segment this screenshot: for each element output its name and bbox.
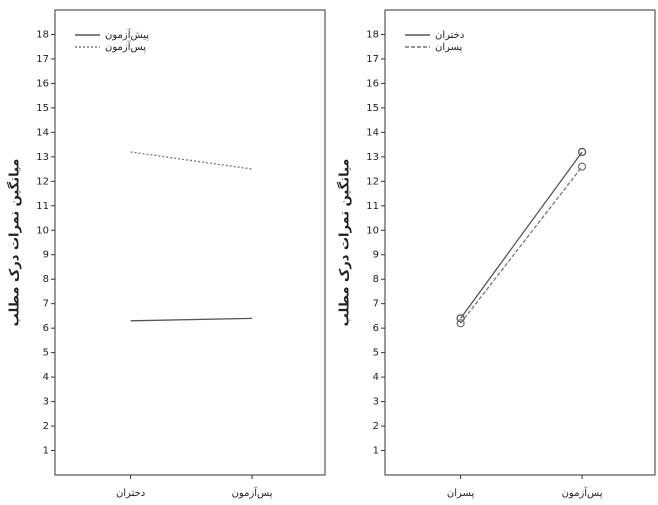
y-tick-label: 6 <box>373 323 379 334</box>
y-tick-label: 6 <box>43 323 49 334</box>
plot-area <box>384 9 656 476</box>
x-tick-label: پس‌آزمون <box>232 486 273 499</box>
series-line <box>460 166 583 324</box>
series-line <box>460 151 583 319</box>
legend-label: دختران <box>435 30 464 41</box>
y-tick-label: 16 <box>366 78 379 89</box>
y-tick-label: 8 <box>373 274 379 285</box>
series-line <box>130 317 253 322</box>
y-tick-label: 17 <box>36 54 49 65</box>
x-tick-label: پس‌آزمون <box>562 486 603 499</box>
legend-label: پیش‌آزمون <box>105 28 149 41</box>
y-tick-label: 12 <box>366 176 379 187</box>
point-marker <box>456 319 465 328</box>
y-tick-label: 1 <box>43 446 49 457</box>
y-tick-label: 14 <box>366 127 379 138</box>
y-tick-label: 18 <box>36 29 49 40</box>
y-tick-label: 15 <box>366 103 379 114</box>
legend-label: پسران <box>435 42 463 53</box>
x-tick-label: پسران <box>447 488 475 499</box>
point-marker <box>577 162 587 171</box>
x-tick-label: دختران <box>116 488 145 499</box>
y-tick-label: 18 <box>366 29 379 40</box>
y-tick-label: 1 <box>373 446 379 457</box>
y-tick-label: 2 <box>373 421 379 432</box>
y-tick-label: 15 <box>36 103 49 114</box>
y-tick-label: 9 <box>43 250 49 261</box>
y-tick-label: 5 <box>373 348 379 359</box>
y-tick-label: 13 <box>366 152 379 163</box>
y-tick-label: 8 <box>43 274 49 285</box>
y-axis-label: میانگین نمرات درک مطلب <box>337 159 353 327</box>
y-tick-label: 5 <box>43 348 49 359</box>
legend-label: پس‌آزمون <box>105 40 146 53</box>
y-tick-label: 14 <box>36 127 49 138</box>
series-line <box>130 151 253 170</box>
y-tick-label: 13 <box>36 152 49 163</box>
y-tick-label: 16 <box>36 78 49 89</box>
y-tick-label: 10 <box>366 225 379 236</box>
y-axis-label: میانگین نمرات درک مطلب <box>7 159 23 327</box>
y-tick-label: 2 <box>43 421 49 432</box>
y-tick-label: 4 <box>43 372 49 383</box>
y-tick-label: 11 <box>366 201 379 212</box>
y-tick-label: 3 <box>373 397 379 408</box>
y-tick-label: 10 <box>36 225 49 236</box>
y-tick-label: 7 <box>43 299 49 310</box>
y-tick-label: 4 <box>373 372 379 383</box>
point-marker <box>577 147 587 157</box>
y-tick-label: 9 <box>373 250 379 261</box>
plot-area <box>54 9 326 476</box>
y-tick-label: 17 <box>366 54 379 65</box>
y-tick-label: 3 <box>43 397 49 408</box>
y-tick-label: 11 <box>36 201 49 212</box>
y-tick-label: 12 <box>36 176 49 187</box>
y-tick-label: 7 <box>373 299 379 310</box>
